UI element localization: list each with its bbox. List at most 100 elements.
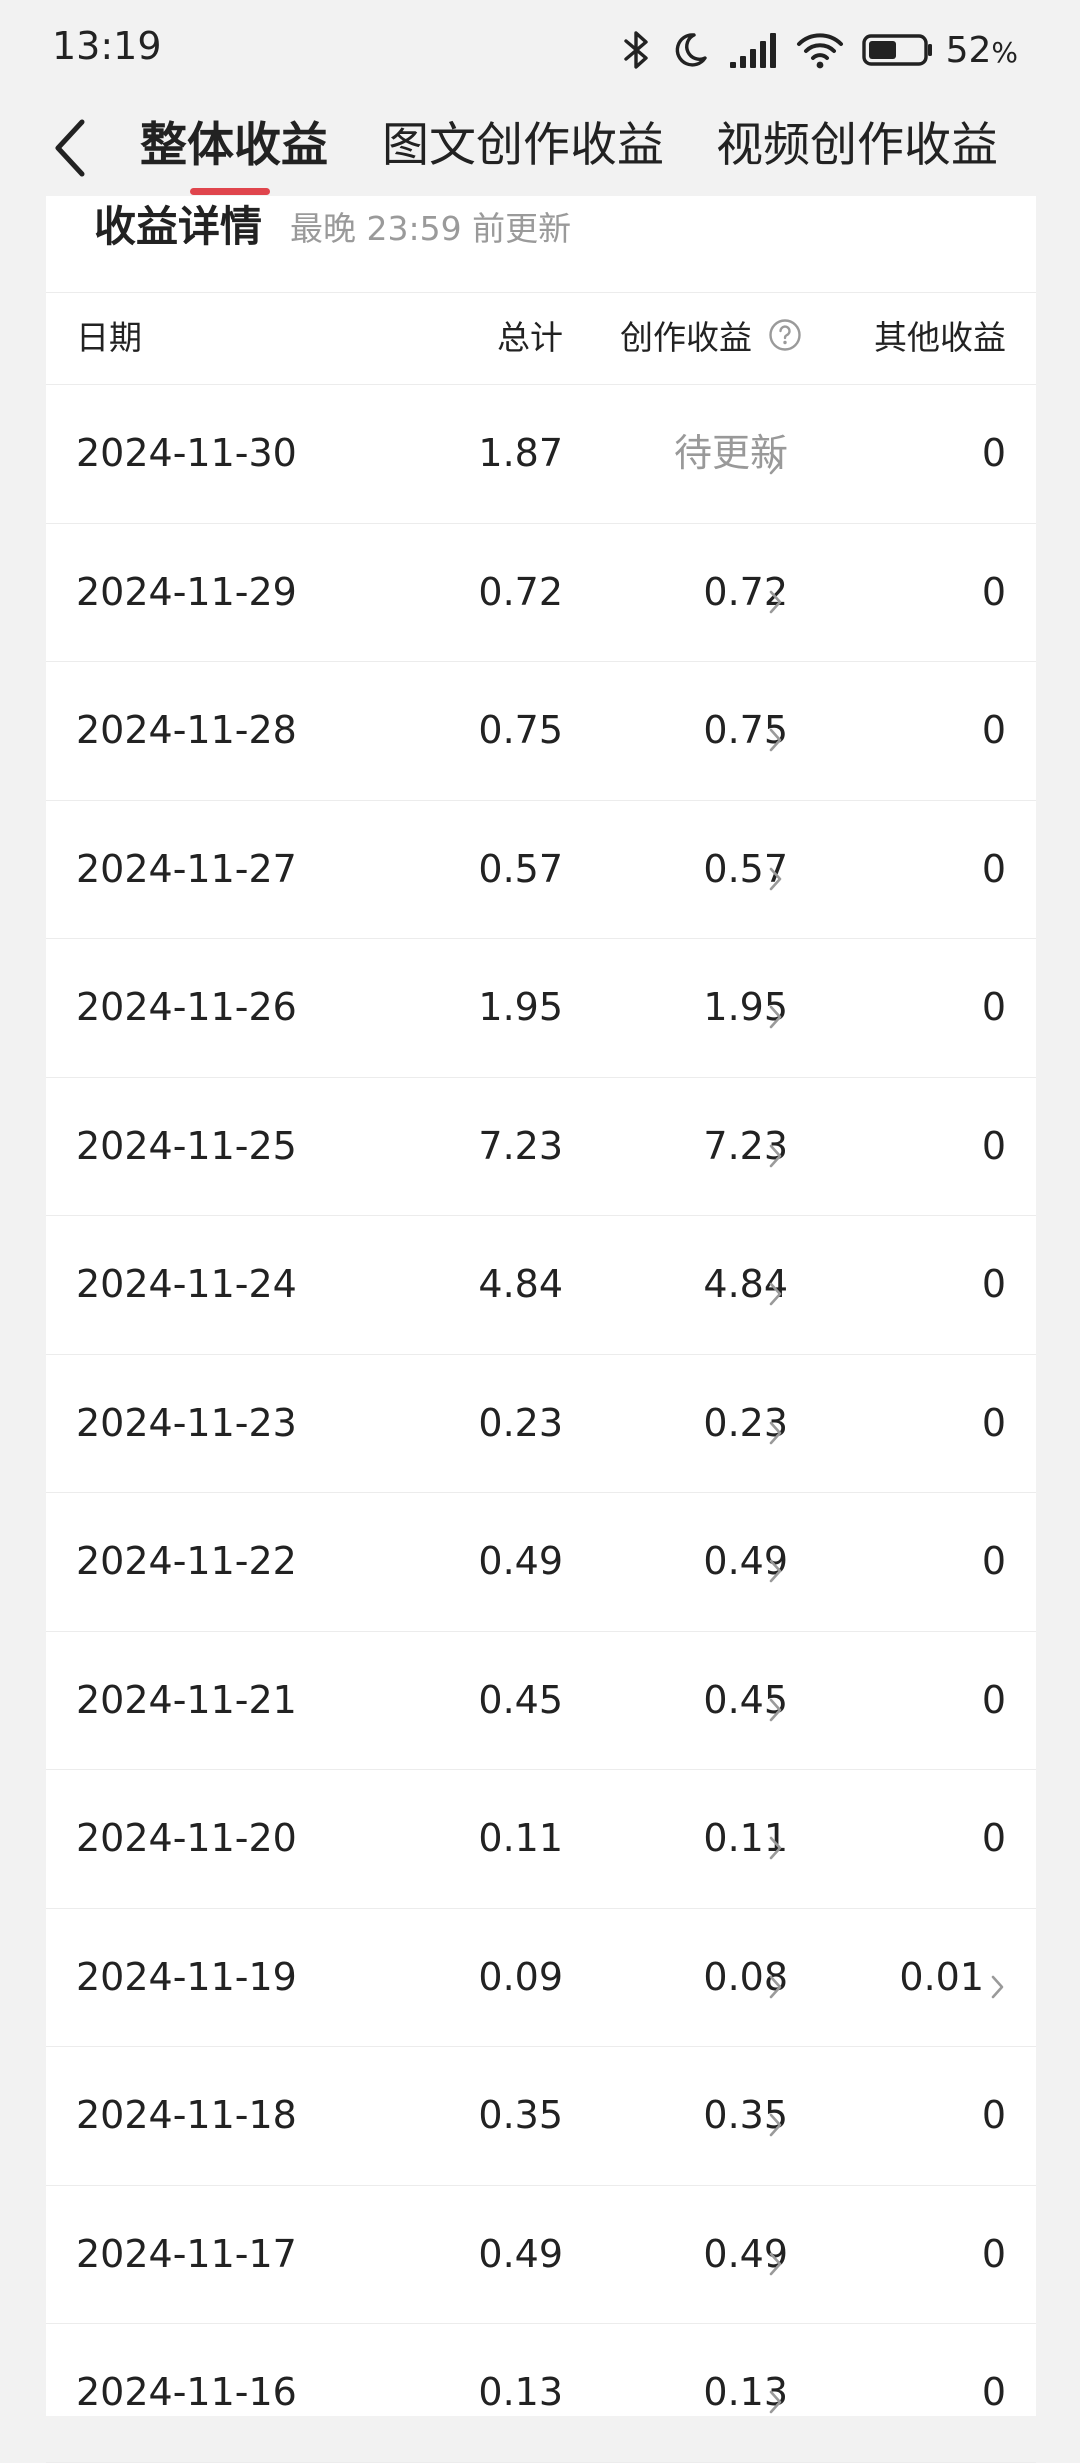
row-date: 2024-11-19 <box>76 1954 297 1999</box>
moon-icon <box>675 33 707 67</box>
earnings-detail-card: 收益详情 最晚 23:59 前更新 日期 总计 创作收益 其他收益 2024-1… <box>46 196 1036 2463</box>
earnings-table-body: 2024-11-30 1.87 待更新 0 2024-11-29 0.72 0.72 0 202… <box>46 385 1036 2463</box>
row-date: 2024-11-18 <box>76 2093 297 2137</box>
row-creation-earnings[interactable]: 4.84 <box>703 1262 788 1306</box>
row-date: 2024-11-20 <box>76 1816 297 1860</box>
status-time: 13:19 <box>52 24 162 68</box>
chevron-right-icon[interactable] <box>768 580 784 624</box>
chevron-right-icon[interactable] <box>768 441 784 485</box>
card-title-row: 收益详情 最晚 23:59 前更新 <box>46 196 1036 293</box>
row-creation-earnings[interactable]: 0.49 <box>703 2231 788 2276</box>
chevron-right-icon[interactable] <box>990 1965 1006 2009</box>
column-header-total: 总计 <box>497 318 563 357</box>
row-other-earnings: 0 <box>981 2231 1006 2276</box>
row-creation-earnings[interactable]: 0.57 <box>703 846 788 891</box>
chevron-right-icon[interactable] <box>768 1826 784 1870</box>
row-date: 2024-11-25 <box>76 1123 297 1168</box>
row-creation-earnings[interactable]: 0.72 <box>703 569 788 614</box>
tab-overall-earnings[interactable]: 整体收益 <box>140 118 328 173</box>
row-date: 2024-11-17 <box>76 2231 297 2276</box>
chevron-right-icon[interactable] <box>768 1134 784 1178</box>
row-other-earnings: 0 <box>981 708 1006 752</box>
row-other-earnings: 0 <box>981 1400 1006 1445</box>
row-date: 2024-11-21 <box>76 1677 297 1722</box>
table-header: 日期 总计 创作收益 其他收益 <box>46 292 1036 385</box>
row-creation-earnings[interactable]: 0.08 <box>703 1954 788 1999</box>
chevron-right-icon[interactable] <box>768 2103 784 2147</box>
tab-article-earnings[interactable]: 图文创作收益 <box>382 118 664 173</box>
row-other-earnings: 0 <box>981 1677 1006 1722</box>
update-note: 最晚 23:59 前更新 <box>290 209 572 248</box>
row-creation-earnings[interactable]: 0.75 <box>703 708 788 752</box>
chevron-right-icon[interactable] <box>768 2380 784 2424</box>
table-row: 2024-11-25 7.23 7.23 0 <box>46 1078 1036 1216</box>
row-date: 2024-11-28 <box>76 708 297 752</box>
table-row: 2024-11-28 0.75 0.75 0 <box>46 662 1036 801</box>
row-total: 0.49 <box>478 1539 563 1583</box>
table-row: 2024-11-20 0.11 0.11 0 <box>46 1770 1036 1909</box>
row-other-earnings: 0 <box>981 2370 1006 2414</box>
chevron-right-icon[interactable] <box>768 1688 784 1732</box>
wifi-icon <box>796 33 843 69</box>
table-row: 2024-11-18 0.35 0.35 0 <box>46 2047 1036 2186</box>
row-date: 2024-11-30 <box>76 431 297 475</box>
row-creation-earnings[interactable]: 0.11 <box>703 1816 788 1860</box>
back-arrow-icon <box>55 119 85 177</box>
chevron-right-icon[interactable] <box>768 995 784 1039</box>
row-total: 0.23 <box>478 1400 563 1445</box>
table-row: 2024-11-30 1.87 待更新 0 <box>46 385 1036 524</box>
table-row: 2024-11-24 4.84 4.84 0 <box>46 1216 1036 1355</box>
table-row: 2024-11-21 0.45 0.45 0 <box>46 1632 1036 1770</box>
active-tab-indicator <box>190 188 270 195</box>
row-total: 7.23 <box>478 1123 563 1168</box>
row-creation-earnings[interactable]: 0.45 <box>703 1677 788 1722</box>
row-total: 0.11 <box>478 1816 563 1860</box>
table-row: 2024-11-26 1.95 1.95 0 <box>46 939 1036 1078</box>
row-date: 2024-11-22 <box>76 1539 297 1583</box>
row-total: 0.75 <box>478 708 563 752</box>
row-other-earnings: 0 <box>981 846 1006 891</box>
table-row: 2024-11-17 0.49 0.49 0 <box>46 2186 1036 2324</box>
chevron-right-icon[interactable] <box>768 2242 784 2286</box>
battery-icon <box>861 34 932 66</box>
row-date: 2024-11-29 <box>76 569 297 614</box>
row-date: 2024-11-23 <box>76 1400 297 1445</box>
row-creation-earnings[interactable]: 7.23 <box>703 1123 788 1168</box>
battery-percent: 52% <box>945 29 1018 71</box>
table-row: 2024-11-16 0.13 0.13 0 <box>46 2324 1036 2463</box>
column-header-date: 日期 <box>76 318 142 357</box>
row-creation-earnings[interactable]: 0.49 <box>703 1539 788 1583</box>
row-date: 2024-11-24 <box>76 1262 297 1306</box>
back-button[interactable] <box>40 110 100 186</box>
row-total: 0.57 <box>478 846 563 891</box>
bluetooth-icon <box>623 31 648 69</box>
table-row: 2024-11-27 0.57 0.57 0 <box>46 801 1036 939</box>
chevron-right-icon[interactable] <box>768 1965 784 2009</box>
table-row: 2024-11-19 0.09 0.08 0.01 <box>46 1909 1036 2047</box>
row-creation-earnings[interactable]: 待更新 <box>673 431 788 475</box>
row-creation-earnings[interactable]: 0.35 <box>703 2093 788 2137</box>
column-header-other: 其他收益 <box>874 318 1006 357</box>
chevron-right-icon[interactable] <box>768 857 784 901</box>
row-total: 4.84 <box>478 1262 563 1306</box>
tab-video-earnings[interactable]: 视频创作收益 <box>716 118 998 173</box>
card-title: 收益详情 <box>94 202 263 251</box>
signal-icon <box>729 33 776 68</box>
row-date: 2024-11-26 <box>76 985 297 1029</box>
row-creation-earnings[interactable]: 1.95 <box>703 985 788 1029</box>
chevron-right-icon[interactable] <box>768 1411 784 1455</box>
chevron-right-icon[interactable] <box>768 718 784 762</box>
help-icon[interactable] <box>768 318 802 352</box>
row-other-earnings: 0 <box>981 431 1006 475</box>
row-date: 2024-11-27 <box>76 846 297 891</box>
row-other-earnings[interactable]: 0.01 <box>899 1954 984 1999</box>
row-creation-earnings[interactable]: 0.23 <box>703 1400 788 1445</box>
row-other-earnings: 0 <box>981 569 1006 614</box>
column-header-creation: 创作收益 <box>620 318 752 357</box>
row-total: 0.13 <box>478 2370 563 2414</box>
chevron-right-icon[interactable] <box>768 1272 784 1316</box>
chevron-right-icon[interactable] <box>768 1549 784 1593</box>
table-row: 2024-11-23 0.23 0.23 0 <box>46 1355 1036 1493</box>
row-other-earnings: 0 <box>981 1816 1006 1860</box>
row-total: 1.87 <box>478 431 563 475</box>
